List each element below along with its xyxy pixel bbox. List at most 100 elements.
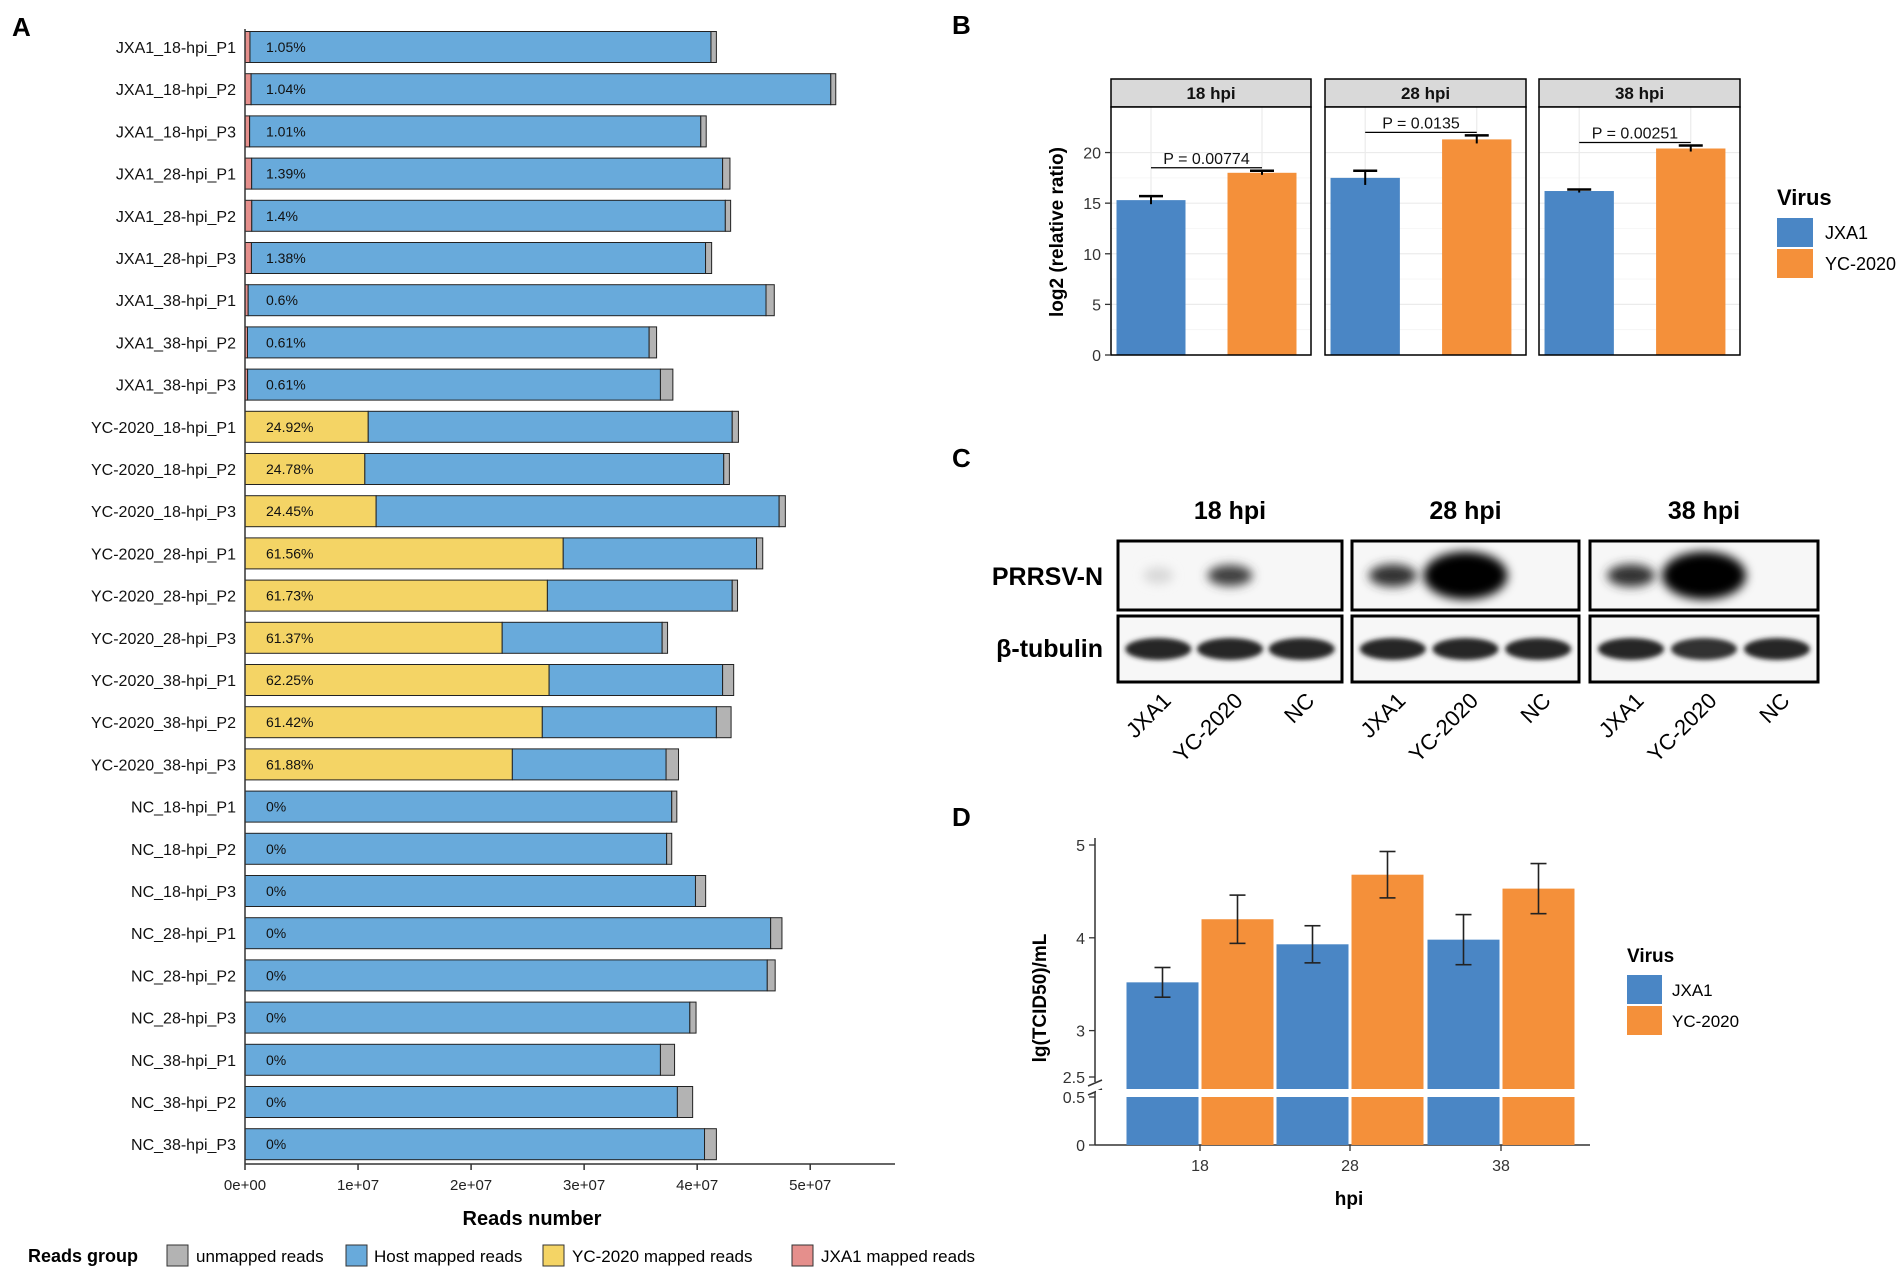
sample-label: JXA1_38-hpi_P3: [116, 378, 236, 395]
blot-band: [1359, 638, 1426, 660]
legend-swatch-host: [345, 1244, 368, 1267]
blot-lane-label: JXA1: [1121, 688, 1176, 743]
panel-d-legend-title: Virus: [1627, 946, 1674, 967]
sample-label: NC_18-hpi_P2: [131, 842, 236, 859]
bar-row: YC-2020_38-hpi_P3 61.88%: [91, 748, 680, 781]
blot-timepoint-label: 38 hpi: [1668, 497, 1740, 525]
blot-band: [1143, 567, 1174, 584]
p-value-label: P = 0.0135: [1382, 115, 1460, 132]
bar: [1116, 200, 1186, 355]
bar-host-segment: [546, 579, 733, 612]
bar-row: NC_28-hpi_P1 0%: [131, 917, 783, 950]
panel-c-western-blot: 18 hpi 28 hpi 38 hpiPRRSV-Nβ-tubulinJXA1YC…: [992, 497, 1820, 767]
bar-row: YC-2020_18-hpi_P3 24.45%: [91, 495, 786, 528]
legend-label-yc: YC-2020 mapped reads: [572, 1247, 753, 1266]
blot-band: [1432, 638, 1499, 660]
sample-label: NC_28-hpi_P1: [131, 926, 236, 943]
blot-band: [1197, 638, 1263, 660]
bar-percent-label: 24.78%: [266, 461, 313, 477]
bar-row: YC-2020_38-hpi_P1 62.25%: [91, 664, 735, 696]
blot-band: [1505, 638, 1572, 660]
bar-row: NC_38-hpi_P1 0%: [131, 1043, 676, 1076]
bar-lower: [1427, 1097, 1500, 1145]
y-tick-label: 5: [1076, 838, 1085, 855]
bar-unmapped-segment: [731, 410, 739, 443]
bar-host-segment: [250, 242, 707, 274]
panel-b-legend-label-jxa1: JXA1: [1825, 223, 1868, 243]
bar-unmapped-segment: [770, 917, 783, 950]
sample-label: JXA1_28-hpi_P2: [116, 209, 236, 226]
y-tick-label: 2.5: [1063, 1070, 1085, 1087]
panel-b-legend-swatch-jxa1: [1777, 218, 1813, 247]
bar-percent-label: 1.4%: [266, 208, 298, 224]
axis-break-mark: [1087, 1079, 1103, 1087]
bar-host-segment: [251, 199, 726, 232]
bar-percent-label: 0%: [266, 1010, 286, 1026]
bar-unmapped-segment: [671, 790, 678, 823]
bar-row: JXA1_18-hpi_P2 1.04%: [116, 73, 837, 106]
panel-d-legend-swatch-jxa1: [1627, 975, 1662, 1004]
bar-percent-label: 1.04%: [266, 81, 306, 97]
blot-timepoint-label: 28 hpi: [1429, 497, 1501, 525]
y-tick-label: 3: [1076, 1024, 1085, 1041]
bar-percent-label: 61.73%: [266, 588, 313, 604]
bar-upper: [1126, 982, 1199, 1089]
bar: [1330, 177, 1400, 355]
sample-label: NC_18-hpi_P3: [131, 884, 236, 901]
blot-band: [1671, 638, 1737, 660]
sample-label: JXA1_28-hpi_P3: [116, 251, 236, 268]
bar-percent-label: 24.92%: [266, 419, 313, 435]
bar-host-segment: [247, 368, 661, 401]
bar-virus-segment: [244, 199, 253, 232]
bar-host-segment: [246, 326, 650, 359]
x-tick-label: 0e+00: [224, 1177, 266, 1194]
bar-percent-label: 61.88%: [266, 756, 313, 772]
x-tick-label: 5e+07: [789, 1177, 831, 1194]
bar-lower: [1201, 1097, 1274, 1145]
facet-border: [1538, 106, 1741, 356]
bar-percent-label: 1.38%: [266, 250, 306, 266]
legend-swatch-jxa1: [791, 1244, 814, 1267]
panel-label-a: A: [12, 12, 31, 42]
bar-host-segment: [244, 832, 668, 865]
bar-host-segment: [244, 1043, 661, 1076]
blot-lane-label: NC: [1279, 688, 1319, 728]
p-value-label: P = 0.00774: [1163, 151, 1250, 168]
bar-row: NC_38-hpi_P3 0%: [131, 1128, 717, 1161]
bar-percent-label: 0%: [266, 1136, 286, 1152]
panel-d-y-axis-title: lg(TCID50)/mL: [1030, 933, 1051, 1062]
bar-unmapped-segment: [666, 832, 673, 865]
x-tick-label: 3e+07: [563, 1177, 605, 1194]
legend-label-host: Host mapped reads: [374, 1247, 522, 1266]
bar-row: YC-2020_28-hpi_P2 61.73%: [91, 579, 739, 612]
bar-percent-label: 1.01%: [266, 123, 306, 139]
bar-host-segment: [244, 917, 772, 950]
blot-band: [1662, 551, 1746, 600]
bar-row: YC-2020_28-hpi_P1 61.56%: [91, 537, 764, 570]
sample-label: YC-2020_38-hpi_P3: [91, 757, 236, 774]
facet-title: 28 hpi: [1401, 84, 1450, 103]
sample-label: NC_18-hpi_P1: [131, 800, 236, 817]
bar-upper: [1502, 888, 1575, 1089]
bar-lower: [1351, 1097, 1424, 1145]
bar-percent-label: 0.61%: [266, 377, 306, 393]
bar-row: YC-2020_38-hpi_P2 61.42%: [91, 706, 732, 739]
bar-unmapped-segment: [731, 579, 739, 612]
bar-unmapped-segment: [722, 157, 731, 190]
panel-a-x-axis-title: Reads number: [463, 1208, 602, 1230]
blot-band: [1423, 551, 1508, 600]
panel-b-relative-ratio-chart: 18 hpi P = 0.00774 28 hpi P = 0.0135 38 hpi P…: [1047, 78, 1896, 365]
facet-border: [1324, 106, 1527, 356]
facet-title: 18 hpi: [1186, 84, 1235, 103]
bar-upper: [1201, 919, 1274, 1089]
bar-virus-segment: [244, 242, 252, 274]
blot-band: [1268, 638, 1335, 660]
bar: [1227, 172, 1297, 355]
bar-unmapped-segment: [659, 368, 674, 401]
blot-lane-label: YC-2020: [1404, 688, 1483, 767]
bar-percent-label: 62.25%: [266, 672, 313, 688]
bar-virus-segment: [244, 706, 543, 739]
blot-lane-label: YC-2020: [1168, 688, 1247, 767]
sample-label: YC-2020_18-hpi_P2: [91, 462, 236, 479]
